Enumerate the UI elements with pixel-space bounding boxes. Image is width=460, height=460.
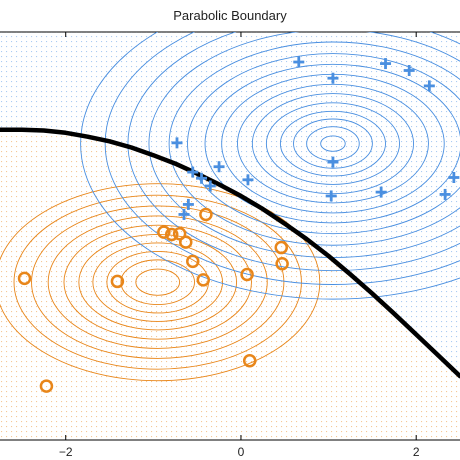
blue-contour bbox=[320, 135, 346, 152]
circle-marker bbox=[172, 226, 187, 241]
blue-contour bbox=[187, 53, 460, 235]
circle-marker bbox=[196, 273, 211, 287]
orange-contour bbox=[135, 268, 181, 296]
blue-contour bbox=[236, 83, 429, 204]
circle-marker bbox=[164, 227, 179, 242]
plus-marker bbox=[403, 64, 415, 76]
plus-marker bbox=[196, 172, 208, 184]
plus-marker bbox=[187, 166, 199, 178]
plus-marker bbox=[204, 180, 216, 192]
circle-marker bbox=[274, 240, 289, 255]
plus-marker bbox=[242, 174, 254, 186]
plus-marker bbox=[439, 188, 451, 200]
plus-marker bbox=[448, 171, 460, 183]
blue-contour bbox=[168, 41, 460, 246]
x-axis-ticks: −2 0 2 bbox=[59, 32, 420, 459]
blue-contour bbox=[265, 102, 400, 185]
circle-marker bbox=[199, 207, 213, 222]
x-tick-label: 0 bbox=[238, 445, 245, 459]
orange-contour bbox=[120, 259, 195, 305]
plus-marker bbox=[327, 72, 339, 84]
plus-marker bbox=[293, 56, 305, 68]
blue-contour bbox=[127, 32, 460, 272]
orange-contour bbox=[47, 215, 268, 349]
circle-marker bbox=[242, 353, 257, 368]
orange-contour bbox=[92, 242, 224, 322]
blue-contour bbox=[80, 32, 460, 300]
circle-marker bbox=[39, 379, 54, 393]
orange-contour bbox=[13, 194, 302, 370]
class-regions bbox=[0, 32, 460, 440]
x-tick-label: −2 bbox=[59, 445, 73, 459]
plus-marker bbox=[375, 186, 387, 198]
orange-contour bbox=[31, 205, 285, 359]
plus-marker bbox=[182, 198, 194, 210]
circle-marker bbox=[275, 256, 289, 271]
circle-marker bbox=[17, 271, 32, 286]
blue-contour bbox=[293, 118, 373, 169]
plus-marker bbox=[213, 161, 225, 173]
circle-marker bbox=[179, 235, 193, 249]
blue-contour bbox=[279, 110, 386, 177]
boundary-curve bbox=[0, 127, 460, 379]
plus-marker bbox=[380, 58, 392, 70]
data-markers bbox=[17, 56, 460, 393]
orange-region bbox=[0, 129, 460, 440]
blue-region bbox=[0, 32, 460, 377]
plus-marker bbox=[325, 190, 337, 202]
plus-marker bbox=[171, 137, 183, 149]
plus-marker bbox=[178, 208, 190, 220]
blue-contour bbox=[204, 63, 460, 224]
blue-contour bbox=[251, 93, 415, 195]
plus-marker bbox=[423, 80, 435, 92]
x-tick-label: 2 bbox=[413, 445, 420, 459]
orange-contour bbox=[63, 224, 252, 340]
decision-boundary bbox=[0, 127, 460, 379]
plus-marker bbox=[327, 156, 339, 168]
chart-title: Parabolic Boundary bbox=[173, 8, 287, 23]
circle-marker bbox=[186, 254, 200, 269]
circle-marker bbox=[157, 225, 171, 239]
circle-marker bbox=[240, 267, 254, 282]
blue-contour bbox=[104, 32, 460, 285]
orange-contour bbox=[0, 183, 321, 382]
circle-marker bbox=[110, 274, 125, 289]
